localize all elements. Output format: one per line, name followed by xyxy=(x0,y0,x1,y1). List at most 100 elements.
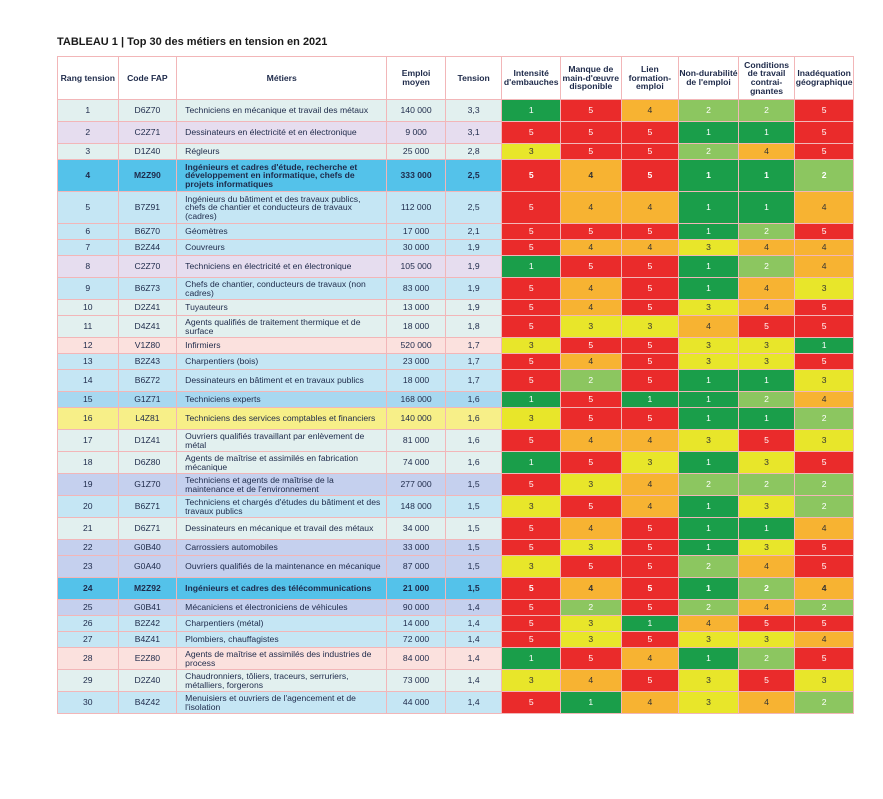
tension-cell: 1,6 xyxy=(444,451,503,474)
emploi-cell: 14 000 xyxy=(386,615,446,632)
rank-cell: 9 xyxy=(57,277,119,300)
table-row: 5 B7Z91 Ingénieurs du bâtiment et des trav… xyxy=(57,191,854,224)
table-row: 3 D1Z40 Régleurs 25 000 2,8 3 5 5 2 4 5 xyxy=(57,143,854,160)
score-cell: 5 xyxy=(794,539,854,556)
code-fap-cell: G1Z71 xyxy=(117,391,178,408)
table-row: 8 C2Z70 Techniciens en électricité et en é… xyxy=(57,255,854,278)
tension-cell: 1,7 xyxy=(444,353,503,370)
rank-cell: 4 xyxy=(57,159,119,192)
metier-cell: Chefs de chantier, conducteurs de travau… xyxy=(176,277,388,300)
code-fap-cell: B6Z72 xyxy=(117,369,178,392)
emploi-cell: 18 000 xyxy=(386,315,446,338)
score-cell: 4 xyxy=(620,647,680,670)
score-cell: 4 xyxy=(794,191,854,224)
table-row: 1 D6Z70 Techniciens en mécanique et travai… xyxy=(57,99,854,122)
score-cell: 5 xyxy=(620,299,680,316)
score-cell: 2 xyxy=(737,255,796,278)
emploi-cell: 74 000 xyxy=(386,451,446,474)
rank-cell: 10 xyxy=(57,299,119,316)
rank-cell: 18 xyxy=(57,451,119,474)
score-cell: 1 xyxy=(620,615,680,632)
score-cell: 2 xyxy=(794,473,854,496)
table-row: 18 D6Z80 Agents de maîtrise et assimilés e… xyxy=(57,451,854,474)
score-cell: 1 xyxy=(501,391,561,408)
score-cell: 2 xyxy=(737,577,796,600)
score-cell: 3 xyxy=(678,239,739,256)
emploi-cell: 81 000 xyxy=(386,429,446,452)
code-fap-cell: G1Z70 xyxy=(117,473,178,496)
score-cell: 4 xyxy=(678,615,739,632)
rank-cell: 29 xyxy=(57,669,119,692)
tension-cell: 3,1 xyxy=(444,121,503,144)
metier-cell: Ouvriers qualifiés travaillant par enlèv… xyxy=(176,429,388,452)
score-cell: 5 xyxy=(501,473,561,496)
table-row: 15 G1Z71 Techniciens experts 168 000 1,6 1 5 1 1… xyxy=(57,391,854,408)
score-cell: 3 xyxy=(737,337,796,354)
score-cell: 5 xyxy=(620,517,680,540)
score-cell: 3 xyxy=(560,615,622,632)
score-cell: 4 xyxy=(794,631,854,648)
emploi-cell: 44 000 xyxy=(386,691,446,714)
score-cell: 5 xyxy=(620,555,680,578)
score-cell: 1 xyxy=(678,255,739,278)
code-fap-cell: C2Z71 xyxy=(117,121,178,144)
tension-cell: 1,4 xyxy=(444,599,503,616)
rank-cell: 26 xyxy=(57,615,119,632)
emploi-cell: 84 000 xyxy=(386,647,446,670)
metier-cell: Techniciens des services comptables et f… xyxy=(176,407,388,430)
score-cell: 3 xyxy=(501,143,561,160)
score-cell: 4 xyxy=(620,239,680,256)
score-cell: 1 xyxy=(737,407,796,430)
score-cell: 4 xyxy=(560,353,622,370)
score-cell: 2 xyxy=(678,599,739,616)
score-cell: 5 xyxy=(501,539,561,556)
score-cell: 4 xyxy=(560,577,622,600)
code-fap-cell: B2Z42 xyxy=(117,615,178,632)
table-row: 6 B6Z70 Géomètres 17 000 2,1 5 5 5 1 2 5 xyxy=(57,223,854,240)
score-cell: 2 xyxy=(794,495,854,518)
score-cell: 3 xyxy=(501,669,561,692)
score-cell: 3 xyxy=(737,631,796,648)
code-fap-cell: B6Z73 xyxy=(117,277,178,300)
score-cell: 5 xyxy=(794,299,854,316)
score-cell: 1 xyxy=(678,391,739,408)
emploi-cell: 73 000 xyxy=(386,669,446,692)
metier-cell: Techniciens en électricité et en électro… xyxy=(176,255,388,278)
score-cell: 4 xyxy=(737,277,796,300)
table-row: 29 D2Z40 Chaudronniers, tôliers, traceurs,… xyxy=(57,669,854,692)
table-row: 26 B2Z42 Charpentiers (métal) 14 000 1,4 5 3 1 4… xyxy=(57,615,854,632)
score-cell: 3 xyxy=(678,299,739,316)
score-cell: 4 xyxy=(560,159,622,192)
rank-cell: 19 xyxy=(57,473,119,496)
metier-cell: Menuisiers et ouvriers de l'agencement e… xyxy=(176,691,388,714)
rank-cell: 30 xyxy=(57,691,119,714)
code-fap-cell: L4Z81 xyxy=(117,407,178,430)
score-cell: 1 xyxy=(737,159,796,192)
score-cell: 4 xyxy=(560,277,622,300)
rank-cell: 24 xyxy=(57,577,119,600)
tension-cell: 1,4 xyxy=(444,647,503,670)
header-tension: Tension xyxy=(444,56,503,100)
metier-cell: Chaudronniers, tôliers, traceurs, serrur… xyxy=(176,669,388,692)
score-cell: 2 xyxy=(678,99,739,122)
score-cell: 2 xyxy=(794,599,854,616)
emploi-cell: 33 000 xyxy=(386,539,446,556)
score-cell: 1 xyxy=(737,191,796,224)
code-fap-cell: D6Z70 xyxy=(117,99,178,122)
tension-cell: 1,6 xyxy=(444,391,503,408)
score-cell: 5 xyxy=(560,337,622,354)
score-cell: 5 xyxy=(501,353,561,370)
tension-table: Rang tension Code FAP Métiers Emploi moy… xyxy=(57,56,854,714)
code-fap-cell: D6Z71 xyxy=(117,517,178,540)
rank-cell: 16 xyxy=(57,407,119,430)
header-emploi: Emploi moyen xyxy=(386,56,446,100)
code-fap-cell: G0B40 xyxy=(117,539,178,556)
score-cell: 3 xyxy=(737,451,796,474)
score-cell: 3 xyxy=(794,369,854,392)
table-row: 28 E2Z80 Agents de maîtrise et assimilés d… xyxy=(57,647,854,670)
score-cell: 1 xyxy=(678,647,739,670)
metier-cell: Charpentiers (métal) xyxy=(176,615,388,632)
score-cell: 4 xyxy=(620,495,680,518)
score-cell: 5 xyxy=(620,407,680,430)
emploi-cell: 112 000 xyxy=(386,191,446,224)
